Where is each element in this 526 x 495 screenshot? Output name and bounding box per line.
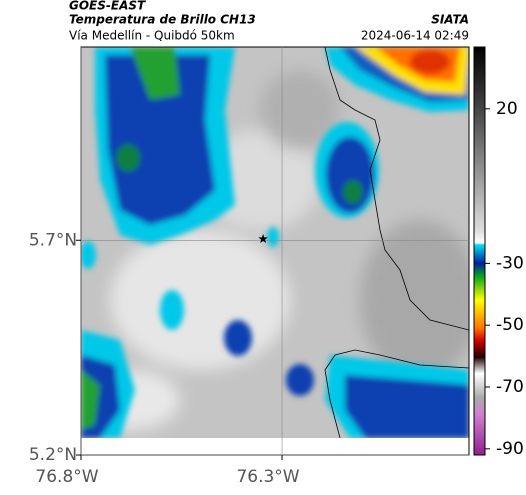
source: GOES-EAST <box>69 0 146 13</box>
lat-tick-label: 5.7°N <box>29 230 77 250</box>
colorbar-tick-label: 20 <box>496 99 518 119</box>
subtitle: Vía Medellín - Quibdó 50km <box>69 29 235 43</box>
credit: SIATA <box>431 13 469 27</box>
colorbar <box>473 46 486 456</box>
satellite-image <box>81 47 469 438</box>
colorbar-tick-label: -30 <box>496 253 524 273</box>
lon-tick-label: 76.8°W <box>35 467 98 487</box>
location-marker <box>258 234 268 243</box>
colorbar-tick-label: -70 <box>496 377 524 397</box>
lon-tick-label: 76.3°W <box>236 467 299 487</box>
colorbar-tick-label: -90 <box>496 439 524 459</box>
lat-tick-label: 5.2°N <box>29 445 77 465</box>
title: Temperatura de Brillo CH13 <box>69 13 256 27</box>
timestamp: 2024-06-14 02:49 <box>361 29 469 43</box>
colorbar-tick-label: -50 <box>496 315 524 335</box>
